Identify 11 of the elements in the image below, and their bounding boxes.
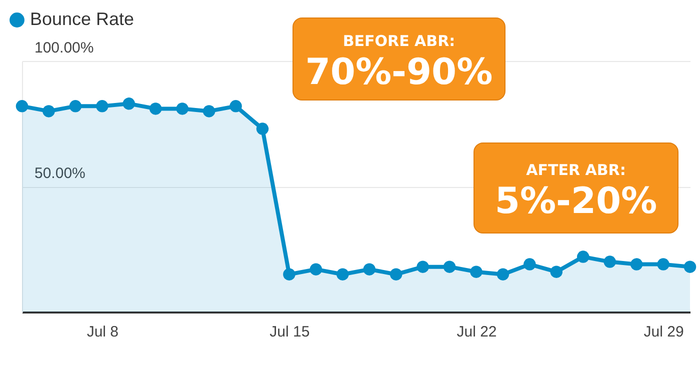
y-tick-label: 50.00% [34, 165, 86, 182]
x-tick-label: Jul 29 [644, 324, 684, 340]
x-tick-label: Jul 15 [270, 324, 310, 340]
annotation: 70%-90% [305, 52, 493, 93]
legend-label: Bounce Rate [30, 9, 134, 29]
text: BEFORE ABR: [342, 32, 456, 50]
annotation: AFTER ABR: [526, 161, 626, 179]
y-tick-label: 100.00% [34, 40, 94, 56]
x-tick-label: Jul 22 [456, 324, 497, 340]
x-tick-label: Jul 8 [86, 324, 119, 340]
annotation: 5%-20% [494, 181, 658, 222]
